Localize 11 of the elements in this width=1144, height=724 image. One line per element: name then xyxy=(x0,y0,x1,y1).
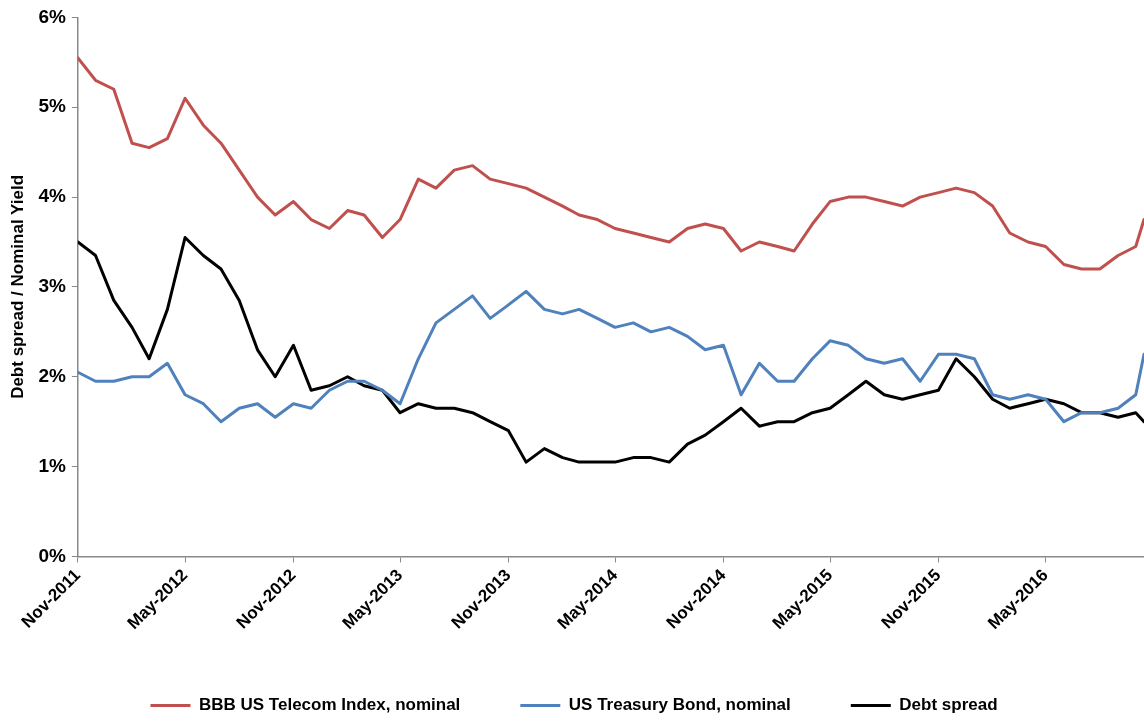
y-tick-label: 4% xyxy=(38,185,66,207)
y-tick-label: 5% xyxy=(38,95,66,117)
y-tick-label: 2% xyxy=(38,365,66,386)
y-axis-title: Debt spread / Nominal Yield xyxy=(7,174,27,399)
y-tick-label: 0% xyxy=(38,544,66,566)
legend-label: US Treasury Bond, nominal xyxy=(568,695,791,715)
legend-label: BBB US Telecom Index, nominal xyxy=(198,695,461,715)
y-tick-label: 1% xyxy=(38,454,66,476)
y-tick-label: 6% xyxy=(38,5,66,27)
legend-label: Debt spread xyxy=(899,695,998,715)
y-tick-label: 3% xyxy=(38,275,66,297)
